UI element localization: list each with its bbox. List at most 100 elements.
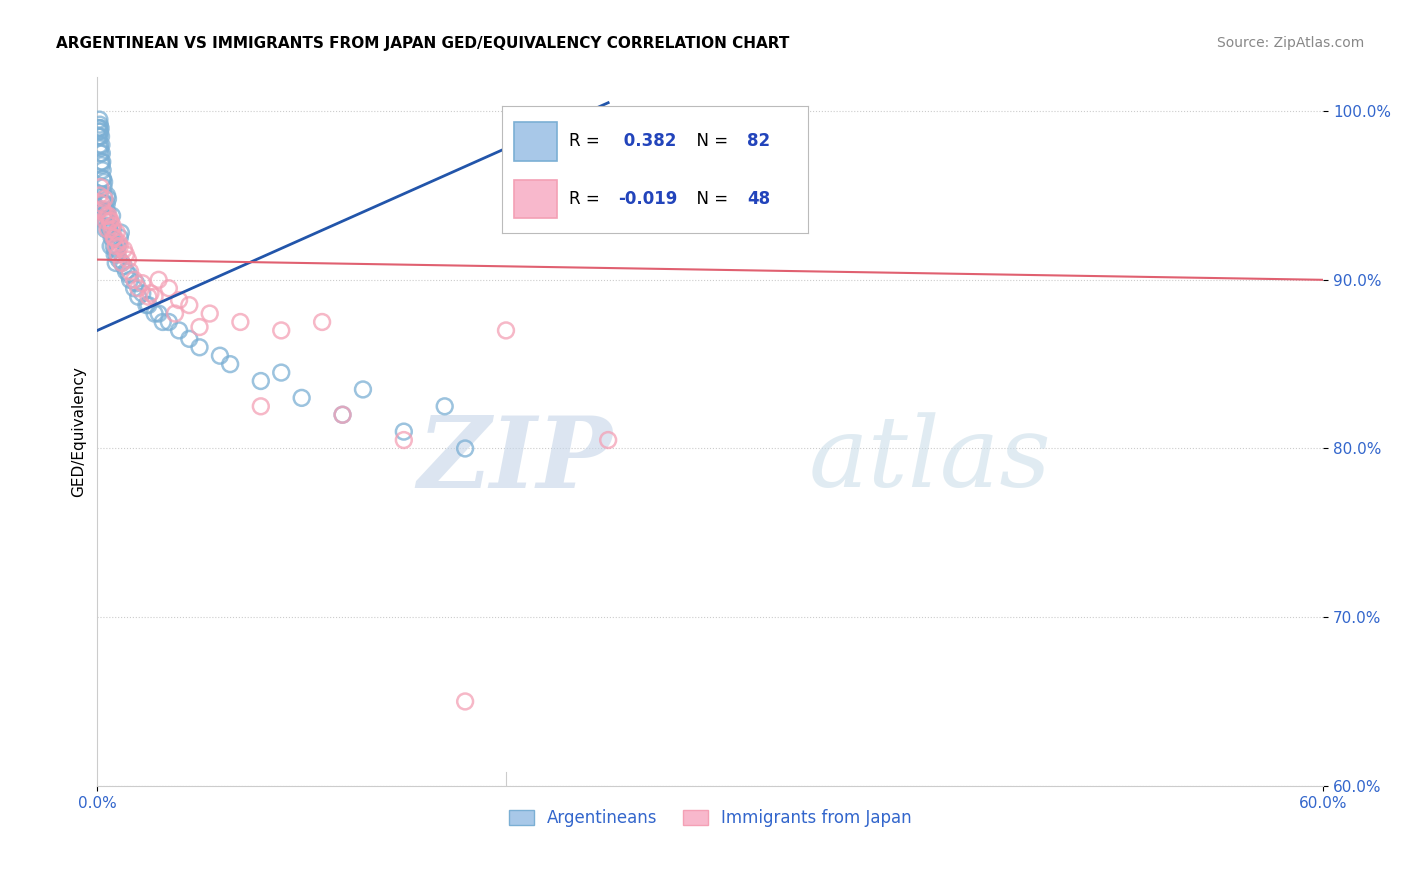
Text: ARGENTINEAN VS IMMIGRANTS FROM JAPAN GED/EQUIVALENCY CORRELATION CHART: ARGENTINEAN VS IMMIGRANTS FROM JAPAN GED… <box>56 36 790 51</box>
Point <box>108 230 131 244</box>
Point <box>143 290 166 304</box>
Point <box>89 141 111 155</box>
Point <box>392 433 415 447</box>
Point <box>103 230 125 244</box>
Point <box>117 252 139 267</box>
Point <box>163 307 186 321</box>
Point <box>392 425 415 439</box>
Point <box>229 315 252 329</box>
Point <box>107 252 129 267</box>
Point <box>270 366 292 380</box>
Point <box>96 188 118 202</box>
Point <box>89 137 111 152</box>
Point <box>101 222 124 236</box>
Point <box>89 118 111 132</box>
Point <box>90 129 112 144</box>
Point <box>167 323 190 337</box>
Point <box>90 154 112 169</box>
Point <box>115 247 138 261</box>
Point <box>311 315 333 329</box>
Point <box>91 171 114 186</box>
Point <box>94 214 117 228</box>
Point <box>249 400 271 414</box>
Point <box>291 391 314 405</box>
Y-axis label: GED/Equivalency: GED/Equivalency <box>72 367 86 497</box>
Point <box>89 124 111 138</box>
Text: atlas: atlas <box>808 412 1052 508</box>
Point <box>157 281 180 295</box>
Point <box>131 286 153 301</box>
Point <box>98 214 121 228</box>
Point <box>332 408 354 422</box>
Text: ZIP: ZIP <box>418 412 612 508</box>
Point <box>97 222 120 236</box>
Point <box>93 192 115 206</box>
Point <box>112 243 135 257</box>
Point <box>454 442 477 456</box>
Point <box>148 307 170 321</box>
Point <box>97 205 120 219</box>
Point <box>332 408 354 422</box>
Point <box>148 273 170 287</box>
Point <box>94 214 117 228</box>
Point <box>179 332 201 346</box>
Point <box>105 226 128 240</box>
Point <box>97 192 120 206</box>
Point <box>107 239 129 253</box>
Point <box>118 268 141 282</box>
Point <box>90 158 112 172</box>
Point <box>104 256 127 270</box>
Point <box>89 146 111 161</box>
Point <box>208 349 231 363</box>
Point <box>91 171 114 186</box>
Point <box>93 205 115 219</box>
Point <box>125 276 148 290</box>
Point <box>111 256 134 270</box>
Point <box>87 129 110 144</box>
Point <box>94 214 117 228</box>
Point <box>101 219 124 233</box>
Point <box>454 694 477 708</box>
Point <box>97 222 120 236</box>
Point <box>90 137 112 152</box>
Point <box>135 298 157 312</box>
Point <box>90 121 112 136</box>
Point <box>93 180 115 194</box>
Point <box>104 247 127 261</box>
Point <box>93 175 115 189</box>
Point <box>93 197 115 211</box>
Point <box>138 298 160 312</box>
Point <box>91 163 114 178</box>
Point <box>112 260 135 274</box>
Point <box>100 222 122 236</box>
Point <box>90 146 112 161</box>
Point <box>96 205 118 219</box>
Point <box>110 226 132 240</box>
Point <box>118 264 141 278</box>
Point <box>103 239 125 253</box>
Point <box>87 124 110 138</box>
Point <box>91 154 114 169</box>
Point <box>122 281 145 295</box>
Point <box>107 235 129 250</box>
Point <box>179 298 201 312</box>
Point <box>111 256 134 270</box>
Point <box>188 340 211 354</box>
Point <box>104 239 127 253</box>
Point <box>103 230 125 244</box>
Point <box>138 290 160 304</box>
Point <box>100 230 122 244</box>
Point <box>352 383 374 397</box>
Text: Source: ZipAtlas.com: Source: ZipAtlas.com <box>1216 36 1364 50</box>
Point <box>91 202 114 216</box>
Point <box>93 205 115 219</box>
Point <box>188 320 211 334</box>
Point <box>98 214 121 228</box>
Point <box>157 315 180 329</box>
Point <box>598 433 620 447</box>
Point <box>100 226 122 240</box>
Point <box>97 219 120 233</box>
Point <box>143 307 166 321</box>
Point <box>249 374 271 388</box>
Point <box>433 400 456 414</box>
